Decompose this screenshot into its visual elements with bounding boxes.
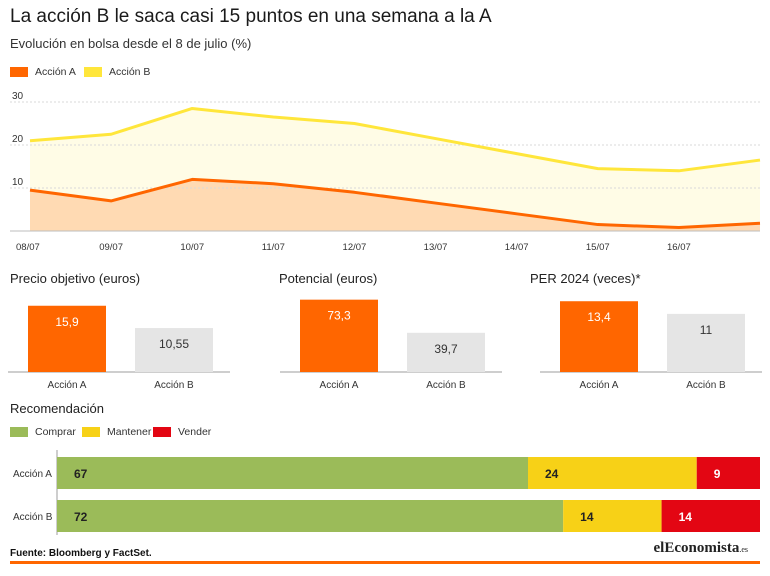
footer-accent-line: [10, 561, 760, 564]
bar-accion-a: [28, 305, 106, 372]
bar-chart-potencial: 73,3 Acción A 39,7 Acción B: [280, 299, 502, 391]
stack-value-label: 67: [74, 467, 88, 481]
legend-item-vender: Vender: [153, 426, 211, 438]
legend-swatch-accion-b: [84, 67, 102, 77]
area-series-accion-b: [30, 108, 760, 231]
bar-value-label: 13,4: [587, 310, 611, 324]
stack-segment-vender: [661, 500, 760, 532]
bar-value-label: 15,9: [55, 315, 79, 329]
bar-value-label: 11: [700, 323, 713, 337]
brand-name: elEconomista: [653, 540, 740, 556]
bar-category-label: Acción B: [154, 380, 194, 391]
brand-logo: elEconomista.es: [654, 540, 749, 557]
legend-label-accion-a: Acción A: [35, 66, 76, 78]
bar-category-label: Acción A: [580, 380, 619, 391]
legend-item-accion-a: Acción A: [10, 66, 76, 78]
x-tick-label: 09/07: [99, 242, 123, 253]
stack-value-label: 14: [679, 510, 693, 524]
legend-item-mantener: Mantener: [82, 426, 151, 438]
bar-value-label: 73,3: [327, 309, 351, 323]
stack-value-label: 72: [74, 510, 88, 524]
page-title: La acción B le saca casi 15 puntos en un…: [10, 6, 492, 27]
stack-segment-comprar: [57, 500, 564, 532]
area-series-accion-a: [30, 179, 760, 231]
bar-accion-b: [667, 313, 745, 372]
brand-suffix: .es: [739, 545, 748, 554]
bar-chart-title-precio-objetivo: Precio objetivo (euros): [10, 271, 141, 286]
legend-label-vender: Vender: [178, 426, 212, 438]
legend-label-mantener: Mantener: [107, 426, 152, 438]
stack-value-label: 24: [545, 467, 559, 481]
bar-category-label: Acción A: [48, 380, 87, 391]
bar-value-label: 10,55: [159, 337, 189, 351]
line-series-accion-a: [29, 177, 761, 230]
bar-accion-b: [407, 332, 485, 372]
x-tick-label: 14/07: [505, 242, 529, 253]
bar-value-label: 39,7: [434, 342, 458, 356]
stack-segment-comprar: [57, 457, 529, 489]
page-subtitle: Evolución en bolsa desde el 8 de julio (…: [10, 36, 252, 51]
bar-category-label: Acción B: [426, 380, 466, 391]
x-tick-label: 15/07: [586, 242, 610, 253]
x-tick-label: 12/07: [343, 242, 367, 253]
stack-value-label: 9: [714, 467, 721, 481]
x-tick-label: 13/07: [424, 242, 448, 253]
recommendation-title: Recomendación: [10, 401, 104, 416]
legend-item-accion-b: Acción B: [84, 66, 150, 78]
legend-item-comprar: Comprar: [10, 426, 76, 438]
line-series-accion-b: [29, 106, 761, 173]
bar-accion-a: [560, 301, 638, 372]
line-chart: 30 20 10 08/07 09/07 10/07 11/07 12/07 13/07 14/0…: [10, 91, 761, 253]
stack-segment-mantener: [528, 457, 697, 489]
x-tick-label: 16/07: [667, 242, 691, 253]
legend-label-accion-b: Acción B: [109, 66, 151, 78]
legend-swatch-vender: [153, 427, 171, 437]
y-tick-label: 30: [12, 91, 24, 102]
x-tick-label: 11/07: [262, 242, 285, 253]
stack-segment-vender: [696, 457, 760, 489]
x-tick-label: 10/07: [180, 242, 204, 253]
bar-category-label: Acción B: [686, 380, 726, 391]
recommendation-chart: Acción A 67 24 9 Acción B 72 14 14: [13, 450, 760, 535]
stack-value-label: 14: [580, 510, 594, 524]
legend-swatch-comprar: [10, 427, 28, 437]
y-tick-label: 20: [12, 134, 24, 145]
bar-chart-title-per: PER 2024 (veces)*: [530, 271, 641, 286]
bar-category-label: Acción A: [320, 380, 359, 391]
bar-accion-b: [135, 328, 213, 372]
bar-chart-title-potencial: Potencial (euros): [279, 271, 378, 286]
legend-label-comprar: Comprar: [35, 426, 76, 438]
stack-category-label: Acción B: [13, 512, 53, 523]
legend-swatch-mantener: [82, 427, 100, 437]
bar-chart-per: 13,4 Acción A 11 Acción B: [540, 301, 762, 391]
stack-segment-mantener: [563, 500, 662, 532]
source-note: Fuente: Bloomberg y FactSet.: [10, 548, 152, 559]
x-tick-label: 08/07: [16, 242, 40, 253]
bar-accion-a: [300, 299, 378, 372]
y-tick-label: 10: [12, 177, 24, 188]
stack-category-label: Acción A: [13, 469, 52, 480]
bar-chart-precio-objetivo: 15,9 Acción A 10,55 Acción B: [8, 305, 230, 391]
legend-swatch-accion-a: [10, 67, 28, 77]
